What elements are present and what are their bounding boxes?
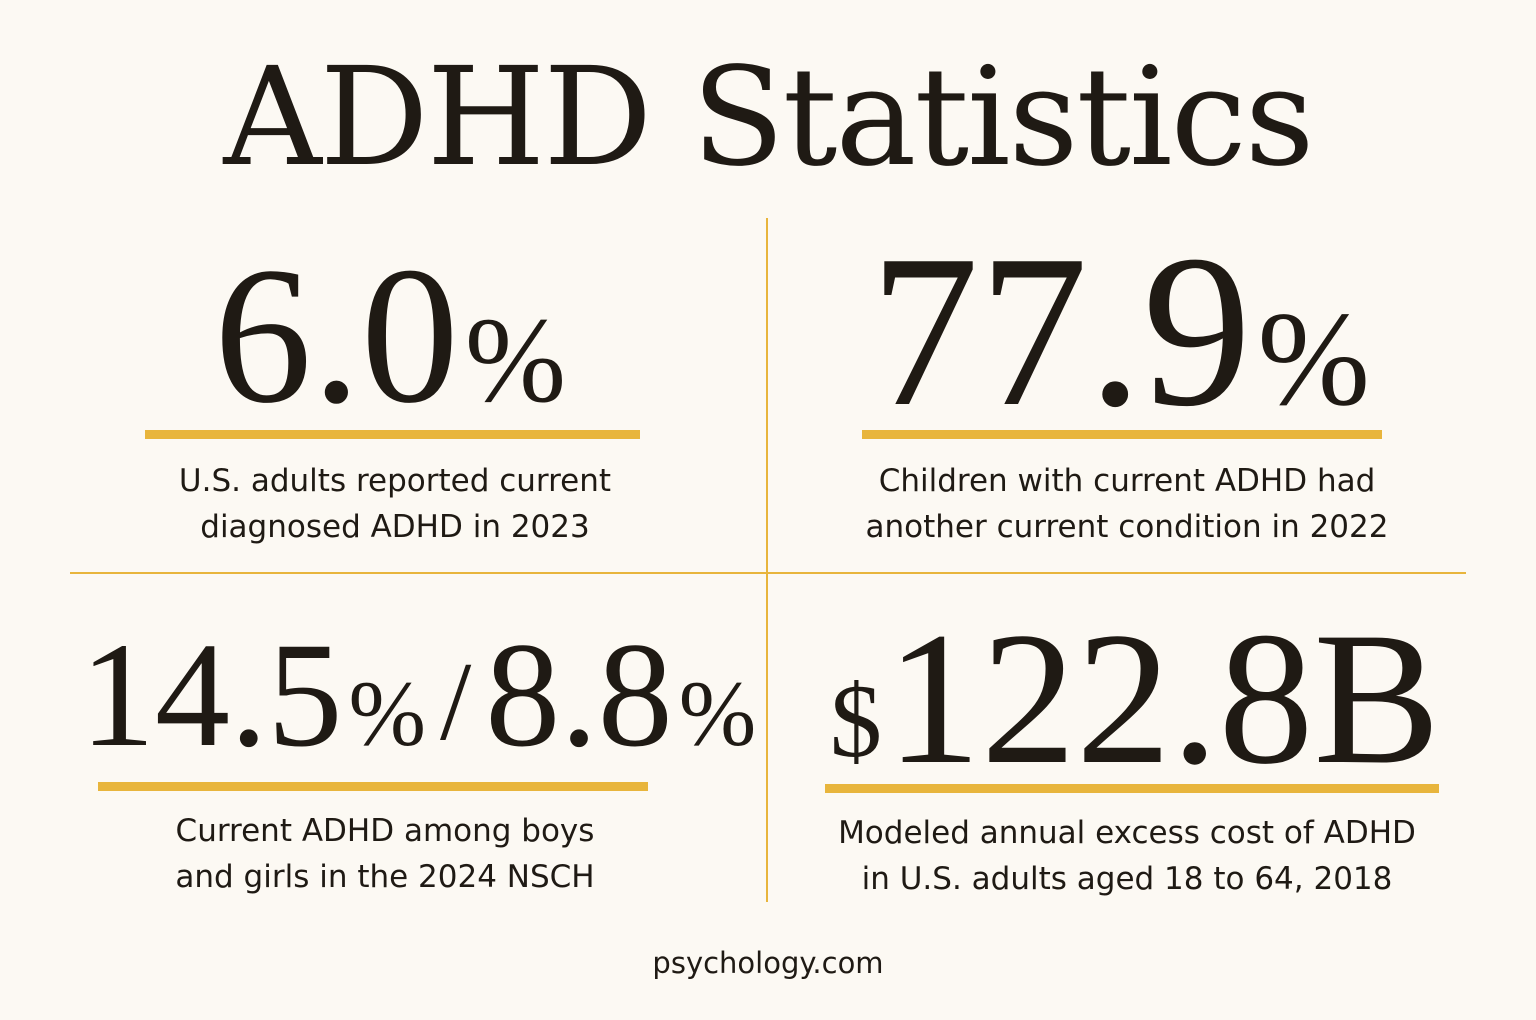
stat-adults-number: 6.0 [213,227,459,444]
stat-cost-currency: $ [829,663,882,779]
stat-boys-girls-description: Current ADHD among boys and girls in the… [85,808,685,900]
stat-comorbidity-underline [862,430,1382,439]
stat-cost-number: 122.8B [886,594,1441,804]
stat-adults-value: 6.0% [140,236,640,461]
stat-girls-unit: % [678,663,757,766]
stat-adults-underline [145,430,640,439]
stat-girls-number: 8.8 [485,612,673,778]
horizontal-divider [70,572,1466,574]
stat-cost-underline [825,784,1439,793]
stat-adults-description: U.S. adults reported current diagnosed A… [95,458,695,550]
stat-comorbidity-description-line1: Children with current ADHD had [878,463,1376,499]
stat-adults-description-line2: diagnosed ADHD in 2023 [200,509,590,545]
vertical-divider [766,218,768,902]
stat-boys-girls-separator: / [439,640,472,764]
stat-comorbidity-description: Children with current ADHD had another c… [822,458,1432,550]
stat-boys-girls-value: 14.5%/8.8% [80,610,756,800]
stat-comorbidity-number: 77.9 [869,211,1252,452]
stat-cost-value: $122.8B [815,604,1455,794]
stat-boys-girls-description-line2: and girls in the 2024 NSCH [175,859,595,895]
stat-boys-girls-description-line1: Current ADHD among boys [175,813,595,849]
stat-adults-description-line1: U.S. adults reported current [178,463,612,499]
stat-comorbidity-unit: % [1257,285,1371,434]
stat-adults-unit: % [464,294,567,428]
stat-boys-girls-underline [98,782,648,791]
stat-cost-description: Modeled annual excess cost of ADHD in U.… [822,810,1432,902]
stat-comorbidity-description-line2: another current condition in 2022 [865,509,1389,545]
page-title: ADHD Statistics [223,39,1314,197]
footer-source: psychology.com [652,946,884,980]
stat-boys-unit: % [348,663,426,766]
stat-boys-number: 14.5 [80,612,343,778]
stat-comorbidity-value: 77.9% [860,222,1380,470]
stat-cost-description-line1: Modeled annual excess cost of ADHD [838,815,1416,851]
stat-cost-description-line2: in U.S. adults aged 18 to 64, 2018 [861,861,1393,897]
